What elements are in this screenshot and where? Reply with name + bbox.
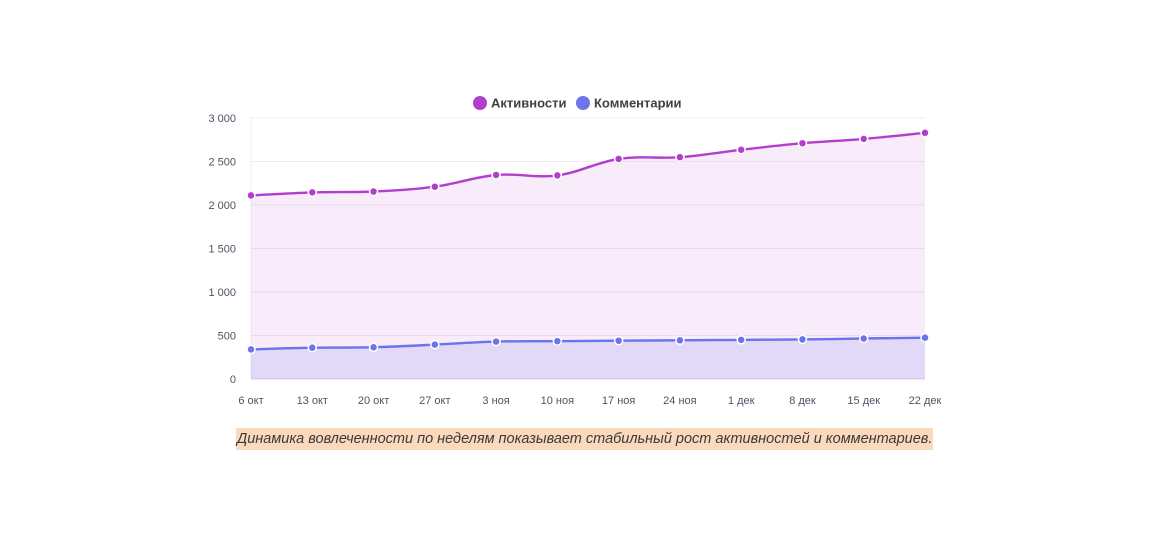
data-point [613,335,624,346]
data-point [675,335,685,346]
data-point [613,154,624,164]
data-point [246,344,256,355]
legend-label: Активности [491,96,566,111]
series-points [246,128,930,355]
data-point [858,134,869,144]
data-point [858,333,869,344]
data-point [491,336,501,347]
data-point [736,335,746,345]
legend-label: Комментарии [594,96,682,111]
x-tick-label: 10 ноя [541,395,574,407]
grid-lines [250,117,925,380]
data-point [368,186,379,197]
x-axis-ticks: 6 окт 13 окт 20 окт 27 окт 3 ноя 10 ноя 17 ноя… [238,395,941,407]
series-area [251,132,925,379]
data-point [675,152,685,162]
x-tick-label: 3 ноя [482,395,509,407]
data-point [246,190,256,201]
data-point [736,145,746,155]
chart-caption: Динамика вовлеченности по неделям показы… [236,428,934,450]
x-tick-label: 24 ноя [663,395,696,407]
data-point [920,128,930,138]
data-point [552,336,563,346]
y-tick-label: 1 000 [208,287,236,299]
data-point [491,170,501,180]
legend-marker [473,96,487,110]
x-tick-label: 1 дек [728,395,755,407]
data-point [430,339,440,350]
y-axis-ticks: 0 500 1 000 1 500 2 000 2 500 3 000 [208,113,236,386]
y-tick-label: 3 000 [208,113,236,125]
data-point [368,342,379,352]
data-point [307,187,318,198]
data-point [797,334,808,345]
x-tick-label: 6 окт [238,395,263,407]
series-line [249,336,927,351]
x-tick-label: 8 дек [789,395,816,407]
x-tick-label: 15 дек [847,395,880,407]
series-areas [251,132,925,379]
y-tick-label: 2 000 [208,200,236,212]
data-point [797,138,808,148]
x-tick-label: 17 ноя [602,395,635,407]
y-tick-label: 2 500 [208,157,236,169]
data-point [552,170,563,181]
data-point [920,332,930,343]
x-tick-label: 13 окт [297,395,328,407]
y-tick-label: 0 [230,374,236,386]
x-tick-label: 27 окт [419,395,450,407]
legend-marker [576,96,590,110]
series-area [251,337,925,379]
y-tick-label: 1 500 [208,244,236,256]
x-tick-label: 22 дек [909,395,942,407]
legend: Активности Комментарии [473,96,682,111]
data-point [430,181,440,192]
data-point [307,342,318,353]
x-tick-label: 20 окт [358,395,389,407]
y-tick-label: 500 [218,331,236,343]
